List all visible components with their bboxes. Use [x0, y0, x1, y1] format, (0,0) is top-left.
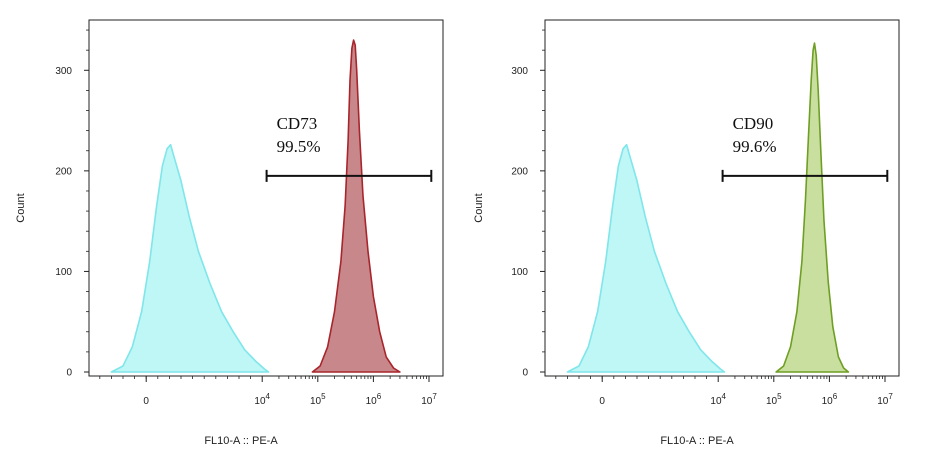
gate-cd90: CD90 99.6%	[721, 114, 889, 182]
x-tick-label: 0	[143, 396, 149, 407]
x-tick-label: 105	[766, 392, 782, 407]
y-tick-label: 0	[522, 368, 528, 379]
gate-cd73: CD73 99.5%	[265, 114, 433, 182]
histogram-stained	[311, 39, 401, 373]
gate-name-label: CD73	[277, 114, 318, 133]
histogram-control	[566, 143, 726, 373]
gate-percent-label: 99.5%	[277, 137, 321, 156]
y-tick-label: 300	[55, 66, 72, 77]
x-tick-label: 104	[254, 392, 270, 407]
y-axis-title: Count	[15, 193, 27, 222]
x-tick-label: 106	[822, 392, 838, 407]
y-axis-title: Count	[473, 193, 485, 222]
histogram-stained	[775, 42, 850, 373]
gate-name-label: CD90	[733, 114, 774, 133]
x-tick-label: 0	[599, 396, 605, 407]
histogram-control	[110, 143, 270, 373]
gate-percent-label: 99.6%	[733, 137, 777, 156]
y-tick-label: 100	[511, 267, 528, 278]
plot-frame	[88, 19, 444, 377]
y-tick-label: 0	[66, 368, 72, 379]
y-tick-label: 200	[55, 166, 72, 177]
x-tick-label: 104	[710, 392, 726, 407]
y-tick-label: 300	[511, 66, 528, 77]
y-tick-label: 200	[511, 166, 528, 177]
y-tick-label: 100	[55, 267, 72, 278]
x-tick-label: 105	[310, 392, 326, 407]
x-tick-label: 107	[421, 392, 437, 407]
x-tick-label: 107	[877, 392, 893, 407]
plot-frame	[544, 19, 900, 377]
x-axis-title: FL10-A :: PE-A	[204, 435, 278, 447]
x-axis-title: FL10-A :: PE-A	[660, 435, 734, 447]
x-tick-label: 106	[366, 392, 382, 407]
